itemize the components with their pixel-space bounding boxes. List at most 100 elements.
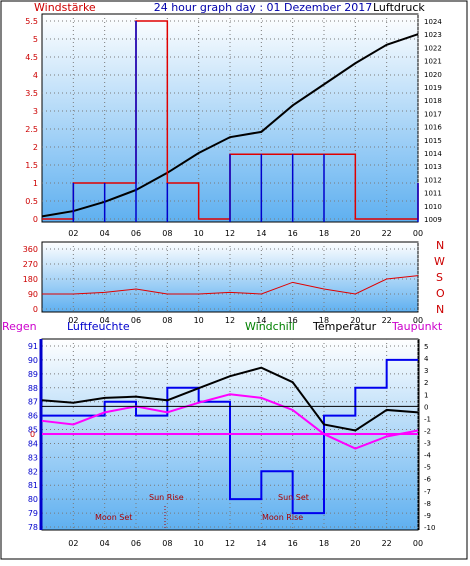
x-tick-label: 20 [350, 316, 360, 325]
compass-labels: N W S O N [434, 239, 445, 316]
left-tick-label: 84 [28, 439, 38, 448]
x-tick-label: 02 [68, 229, 78, 238]
x-tick-label: 16 [288, 316, 298, 325]
right-tick-label: 1017 [424, 110, 442, 118]
x-tick-label: 12 [225, 539, 235, 548]
left-tick-label: 88 [28, 384, 38, 393]
x-tick-label: 00 [413, 229, 423, 238]
rain-zero-label: 0 [30, 430, 35, 439]
left-tick-label: 180 [23, 275, 38, 284]
left-tick-label: 87 [28, 398, 38, 407]
series [41, 20, 419, 515]
x-tick-label: 08 [162, 539, 172, 548]
left-tick-label: 0 [33, 215, 38, 224]
right-tick-label: 5 [424, 343, 428, 351]
x-tick-label: 10 [194, 539, 204, 548]
left-tick-label: 3.5 [25, 89, 38, 98]
right-tick-label: 1014 [424, 150, 442, 158]
right-tick-label: 1011 [424, 190, 442, 198]
left-tick-label: 79 [28, 509, 38, 518]
left-tick-label: 1 [33, 179, 38, 188]
dewpoint-line [41, 393, 419, 450]
compass-n-bottom: N [436, 303, 444, 316]
left-tick-label: 85 [28, 426, 38, 435]
left-tick-label: 1.5 [25, 161, 38, 170]
left-tick-label: 86 [28, 412, 38, 421]
left-tick-label: 4 [33, 71, 38, 80]
right-tick-label: 1022 [424, 44, 442, 52]
right-tick-label: 1 [424, 391, 428, 399]
x-tick-label: 20 [350, 539, 360, 548]
x-tick-label: 04 [100, 539, 110, 548]
right-tick-label: -10 [424, 524, 435, 532]
x-tick-label: 06 [131, 539, 141, 548]
left-tick-label: 5.5 [25, 17, 38, 26]
right-tick-label: -9 [424, 512, 431, 520]
x-tick-label: 14 [256, 316, 266, 325]
x-tick-label: 04 [100, 229, 110, 238]
moon-rise-label: Moon Rise [262, 513, 303, 522]
left-tick-label: 0 [33, 305, 38, 314]
x-tick-label: 08 [162, 316, 172, 325]
left-tick-label: 89 [28, 370, 38, 379]
left-tick-label: 2 [33, 143, 38, 152]
x-tick-label: 18 [319, 316, 329, 325]
right-tick-label: -2 [424, 427, 431, 435]
right-tick-label: 1019 [424, 84, 442, 92]
right-tick-label: 1010 [424, 203, 442, 211]
left-tick-label: 360 [23, 245, 38, 254]
middle-plot-area [41, 241, 419, 313]
left-tick-label: 80 [28, 495, 38, 504]
temperature-line [41, 366, 419, 432]
left-tick-label: 81 [28, 481, 38, 490]
moon-set-label: Moon Set [95, 513, 132, 522]
right-tick-label: 1024 [424, 18, 442, 26]
x-tick-label: 16 [288, 539, 298, 548]
legend-temperatur: Temperatur [312, 320, 377, 333]
chart-title: 24 hour graph day : 01 Dezember 2017 [154, 1, 373, 14]
x-tick-label: 22 [382, 316, 392, 325]
right-tick-label: 2 [424, 379, 428, 387]
left-tick-label: 2.5 [25, 125, 38, 134]
right-tick-label: -7 [424, 488, 431, 496]
x-tick-label: 00 [413, 539, 423, 548]
left-tick-label: 78 [28, 523, 38, 532]
x-tick-label: 12 [225, 316, 235, 325]
x-tick-label: 20 [350, 229, 360, 238]
right-tick-label: 1015 [424, 137, 442, 145]
right-tick-label: 1023 [424, 31, 442, 39]
right-tick-label: 3 [424, 367, 428, 375]
wind-speed-line [42, 20, 419, 220]
right-tick-label: 0 [424, 403, 428, 411]
x-tick-label: 02 [68, 316, 78, 325]
x-tick-label: 22 [382, 229, 392, 238]
left-tick-label: 90 [28, 356, 38, 365]
right-tick-label: 1018 [424, 97, 442, 105]
pressure-axis-label: Luftdruck [373, 1, 425, 14]
right-tick-label: 1021 [424, 58, 442, 66]
x-tick-label: 00 [413, 316, 423, 325]
right-tick-label: 1016 [424, 124, 442, 132]
compass-n-top: N [436, 239, 444, 252]
left-tick-label: 4.5 [25, 53, 38, 62]
x-tick-label: 16 [288, 229, 298, 238]
x-tick-label: 18 [319, 229, 329, 238]
left-tick-label: 83 [28, 453, 38, 462]
x-tick-label: 12 [225, 229, 235, 238]
compass-s: S [436, 271, 443, 284]
x-tick-label: 04 [100, 316, 110, 325]
right-tick-label: 4 [424, 355, 429, 363]
x-tick-label: 14 [256, 229, 266, 238]
legend-regen: Regen [2, 320, 37, 333]
x-tick-label: 02 [68, 539, 78, 548]
left-tick-label: 5 [33, 35, 38, 44]
x-tick-label: 22 [382, 539, 392, 548]
wind-axis-label: Windstärke [34, 1, 96, 14]
right-tick-label: -3 [424, 440, 431, 448]
left-tick-label: 90 [28, 290, 38, 299]
right-tick-label: -1 [424, 415, 431, 423]
wind-direction-line [42, 275, 419, 295]
right-tick-label: 1013 [424, 163, 442, 171]
legend-windchill: Windchill [245, 320, 295, 333]
